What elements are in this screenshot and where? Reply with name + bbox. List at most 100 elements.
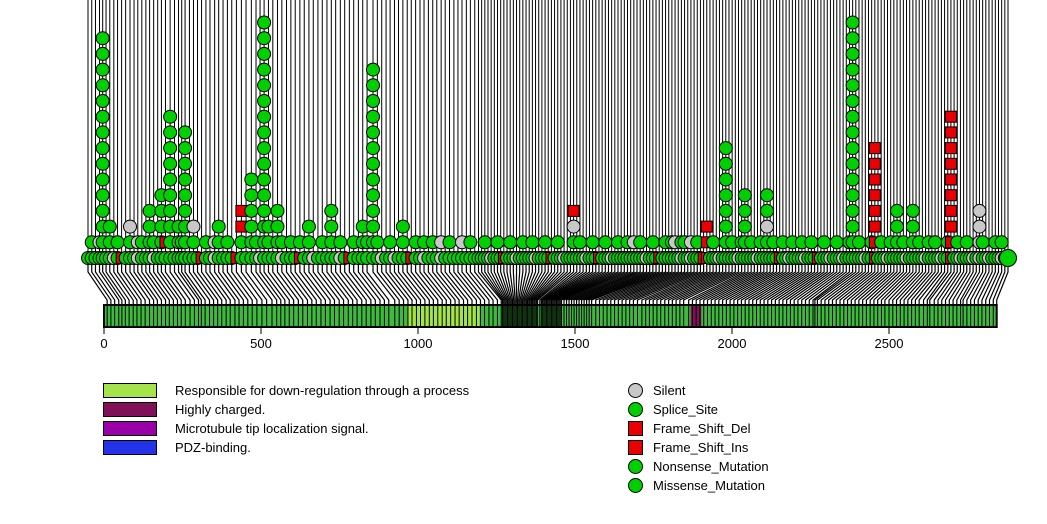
connector-line [911, 262, 936, 305]
connector-line [560, 262, 629, 305]
mutation-marker [366, 94, 381, 108]
connector-line [737, 262, 787, 305]
connector-line [552, 262, 606, 305]
mutation-marker [944, 126, 957, 139]
mutation-marker [959, 235, 974, 250]
mutation-marker [270, 203, 285, 218]
mutation-marker [718, 156, 733, 171]
mutation-marker [257, 46, 272, 61]
connector-line [453, 262, 478, 305]
connector-line [755, 262, 803, 305]
connector-line [406, 262, 430, 305]
connector-line [116, 262, 138, 305]
connector-line [173, 262, 196, 305]
mutation-marker [463, 235, 478, 250]
mutation-marker [525, 235, 540, 250]
mutation-marker [845, 46, 860, 61]
connector-line [94, 262, 116, 305]
axis-tick-label: 0 [100, 336, 107, 351]
connector-line [914, 262, 939, 305]
domain-color-swatch [103, 402, 157, 417]
connector-line [205, 262, 227, 305]
connector-line [308, 262, 331, 305]
connector-line [366, 262, 390, 305]
mutation-marker [163, 141, 178, 156]
connector-line [153, 262, 174, 305]
connector-line [113, 262, 134, 305]
connector-line [448, 262, 473, 305]
connector-group [87, 262, 1009, 305]
connector-line [321, 262, 345, 305]
mutation-marker [928, 235, 943, 250]
mutation-marker [442, 235, 457, 250]
mutation-marker [95, 94, 110, 108]
connector-line [865, 262, 898, 305]
connector-line [583, 262, 657, 305]
mutation-legend-item: Frame_Shift_Ins [628, 438, 769, 457]
connector-line [725, 262, 778, 305]
mutation-marker [868, 189, 881, 202]
connector-line [149, 262, 170, 305]
connector-line [621, 262, 692, 305]
connector-line [907, 262, 933, 305]
connector-line [290, 262, 313, 305]
connector-line [586, 262, 660, 305]
connector-line [357, 262, 381, 305]
connector-line [555, 262, 616, 305]
mutation-marker [211, 219, 226, 234]
connector-line [782, 262, 825, 305]
connector-line [981, 262, 996, 305]
connector-line [137, 262, 158, 305]
connector-line [353, 262, 376, 305]
connector-line [427, 262, 452, 305]
mutation-legend-label: Silent [653, 383, 686, 398]
connector-line [184, 262, 206, 305]
connector-line [506, 262, 514, 305]
legend-circle-icon [628, 459, 643, 474]
connector-line [509, 262, 515, 305]
mutation-marker [366, 109, 381, 124]
connector-line [812, 262, 851, 305]
domain-legend-item: Responsible for down-regulation through … [103, 381, 469, 400]
connector-line [695, 262, 752, 305]
connector-line [570, 262, 641, 305]
mutation-marker [975, 235, 990, 250]
legend-square-icon [628, 440, 643, 455]
connector-line [869, 262, 901, 305]
mutation-marker [178, 188, 193, 203]
connector-line [580, 262, 654, 305]
connector-line [539, 262, 575, 305]
connector-line [529, 262, 553, 305]
connector-line [922, 262, 946, 305]
connector-line [729, 262, 781, 305]
connector-line [348, 262, 372, 305]
connector-line [141, 262, 163, 305]
domain-legend-label: PDZ-binding. [175, 440, 251, 455]
connector-line [188, 262, 211, 305]
mutation-marker [95, 141, 110, 156]
mutation-marker [257, 203, 272, 218]
mutation-marker [477, 235, 492, 250]
mutation-marker [804, 235, 819, 250]
mutation-marker [760, 188, 775, 203]
mutation-legend-item: Nonsense_Mutation [628, 457, 769, 476]
mutation-marker [257, 109, 272, 124]
domain-legend-label: Responsible for down-regulation through … [175, 383, 470, 398]
connector-line [839, 262, 876, 305]
connector-line [303, 262, 326, 305]
mutation-marker [868, 204, 881, 217]
connector-line [559, 262, 625, 305]
mutation-marker [178, 172, 193, 187]
connector-line [588, 262, 663, 305]
mutation-marker [944, 157, 957, 170]
connector-line [988, 262, 1003, 305]
mutation-legend-item: Missense_Mutation [628, 476, 769, 495]
axis-tick-label: 500 [250, 336, 272, 351]
mutation-marker [366, 219, 381, 234]
connector-line [125, 262, 146, 305]
mutation-marker [572, 235, 587, 250]
connector-line [652, 262, 717, 305]
connector-line [828, 262, 866, 305]
connector-line [245, 262, 268, 305]
